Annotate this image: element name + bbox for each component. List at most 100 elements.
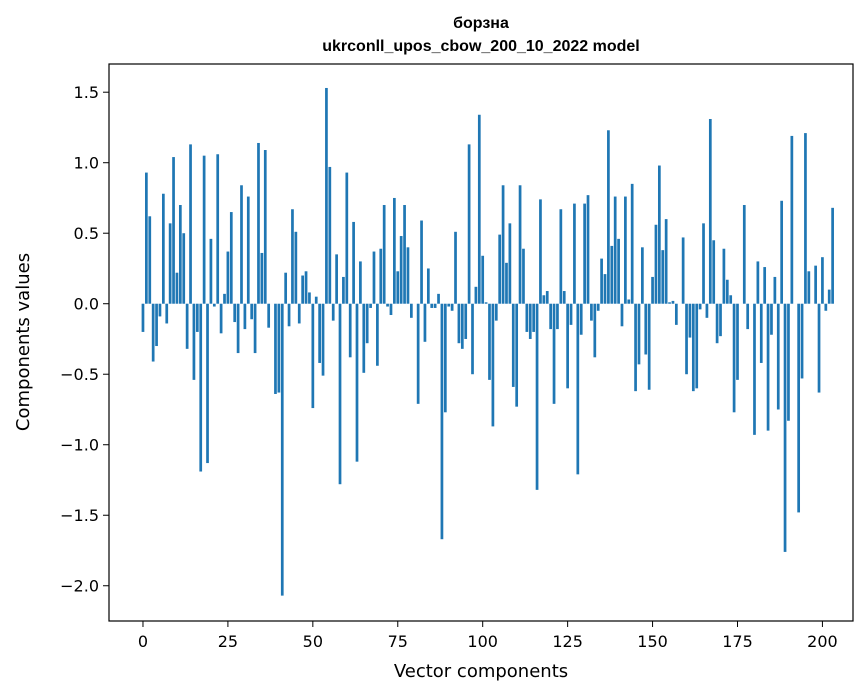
bar — [549, 303, 553, 330]
bar — [359, 261, 362, 304]
bar — [328, 166, 332, 304]
bar — [477, 114, 481, 304]
bar — [505, 262, 508, 304]
bar-series — [141, 87, 834, 596]
bar — [335, 254, 338, 304]
bar — [705, 303, 709, 318]
bar — [613, 196, 617, 304]
bar — [212, 303, 216, 307]
bar — [525, 303, 529, 332]
bar — [195, 303, 199, 332]
bar — [172, 157, 175, 304]
bar — [263, 150, 267, 304]
bar — [182, 233, 186, 304]
bar — [223, 293, 226, 304]
bar — [542, 295, 546, 304]
bar — [637, 303, 641, 365]
bar — [433, 303, 437, 308]
bar — [596, 303, 600, 311]
bar — [756, 261, 760, 304]
bar — [827, 289, 831, 304]
bar — [607, 130, 610, 304]
bar — [161, 193, 165, 304]
bar — [267, 303, 271, 328]
bar — [501, 185, 505, 304]
bar — [593, 303, 597, 358]
bar — [753, 303, 756, 435]
bar — [352, 221, 355, 304]
bar — [467, 144, 471, 304]
bar — [657, 165, 661, 304]
bar — [304, 271, 308, 304]
bar — [579, 303, 583, 335]
bar — [338, 303, 342, 485]
x-tick-label: 75 — [388, 632, 408, 651]
bar — [233, 303, 237, 323]
bar — [369, 303, 372, 308]
bar — [630, 183, 634, 304]
bar — [206, 303, 209, 464]
bar — [732, 303, 736, 413]
bar — [151, 303, 155, 362]
bar — [664, 219, 668, 304]
bar — [719, 303, 722, 337]
bar — [379, 248, 383, 304]
x-tick-label: 150 — [637, 632, 668, 651]
bar — [725, 279, 729, 304]
bar — [698, 303, 702, 310]
chart-subtitle: ukrconll_upos_cbow_200_10_2022 model — [322, 38, 639, 55]
x-tick-label: 25 — [218, 632, 238, 651]
bar — [620, 303, 624, 327]
bar — [654, 224, 658, 304]
bar — [552, 303, 556, 404]
x-tick-label: 50 — [303, 632, 323, 651]
bar — [280, 303, 284, 596]
bar — [729, 295, 733, 304]
bar — [674, 303, 678, 325]
bar — [297, 303, 301, 324]
bar — [406, 247, 410, 304]
bar — [556, 303, 559, 330]
bar — [545, 291, 549, 304]
x-axis-ticks: 0 25 50 75 100 125 150 175 200 — [138, 621, 838, 651]
bar — [311, 303, 315, 409]
bar — [209, 238, 213, 304]
bar — [681, 237, 685, 304]
bar — [409, 303, 413, 318]
bar — [508, 223, 512, 304]
bar — [450, 303, 454, 311]
bar — [141, 303, 145, 332]
bar — [294, 231, 298, 304]
bar — [800, 303, 804, 379]
bar — [148, 216, 152, 304]
bar — [372, 251, 376, 304]
bar — [178, 205, 182, 304]
x-tick-label: 175 — [722, 632, 753, 651]
bar — [423, 303, 427, 342]
bar — [246, 196, 250, 304]
bar — [766, 303, 770, 431]
x-axis-label: Vector components — [394, 661, 568, 682]
bar — [291, 209, 294, 304]
bar — [403, 205, 406, 304]
bar — [393, 197, 396, 304]
bar — [586, 195, 590, 304]
bar — [454, 231, 457, 304]
bar — [321, 303, 325, 376]
bar — [590, 303, 593, 321]
bar — [576, 303, 580, 475]
bar — [600, 258, 603, 304]
bar — [460, 303, 464, 349]
bar — [736, 303, 739, 380]
bar — [671, 300, 675, 304]
bar — [715, 303, 719, 344]
bar — [376, 303, 379, 366]
bar — [243, 303, 247, 330]
bar — [617, 238, 620, 304]
bar — [199, 303, 203, 472]
bar — [797, 303, 801, 513]
bar — [498, 234, 502, 304]
bar — [308, 292, 311, 304]
y-tick-label: −1.5 — [60, 506, 99, 525]
bar — [464, 303, 468, 339]
